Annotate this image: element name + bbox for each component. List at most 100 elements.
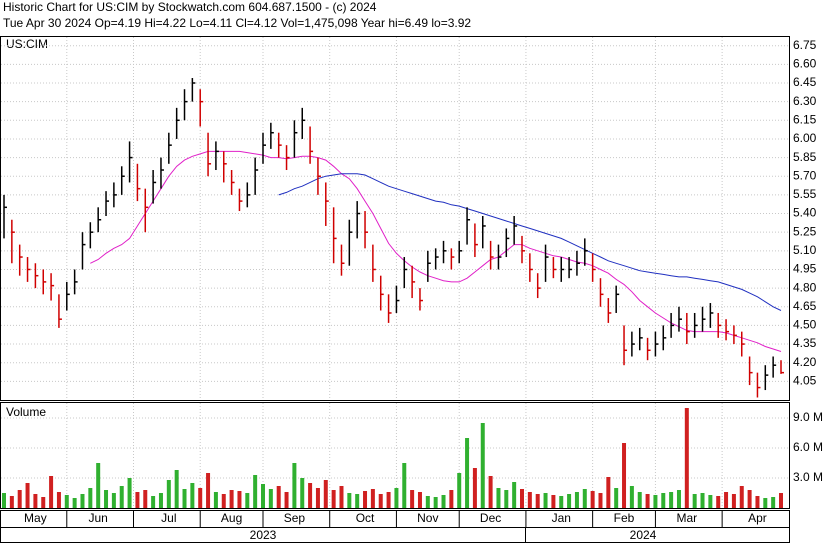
symbol-label: US:CIM xyxy=(6,37,48,51)
volume-bar xyxy=(339,486,344,508)
x-tick-label: May xyxy=(24,511,47,525)
y-tick-label: 4.95 xyxy=(793,262,817,276)
volume-tick-label: 6.0 M xyxy=(793,440,823,454)
volume-bar xyxy=(253,475,258,508)
y-tick-label: 5.25 xyxy=(793,224,817,238)
x-tick-label: Jul xyxy=(161,511,176,525)
volume-bar xyxy=(731,494,736,508)
volume-bar xyxy=(206,473,211,508)
volume-bar xyxy=(182,489,187,508)
volume-bar xyxy=(763,498,768,508)
y-tick-label: 5.40 xyxy=(793,206,817,220)
y-tick-label: 4.20 xyxy=(793,355,817,369)
volume-bar xyxy=(292,463,297,508)
volume-bar xyxy=(143,490,148,508)
volume-bar xyxy=(158,493,163,508)
volume-bar xyxy=(308,483,313,508)
y-tick-label: 6.60 xyxy=(793,57,817,71)
volume-bar xyxy=(692,494,697,508)
volume-bar xyxy=(72,498,77,508)
volume-bar xyxy=(590,491,595,508)
volume-bar xyxy=(135,492,140,508)
volume-bar xyxy=(127,478,132,508)
volume-bar xyxy=(684,408,689,508)
volume-bar xyxy=(363,491,368,508)
volume-bar xyxy=(425,496,430,508)
volume-bar xyxy=(331,490,336,508)
year-label: 2023 xyxy=(250,528,277,542)
y-tick-label: 6.00 xyxy=(793,131,817,145)
volume-bar xyxy=(174,470,179,508)
volume-bar xyxy=(755,496,760,508)
volume-bar xyxy=(535,494,540,508)
y-tick-label: 4.80 xyxy=(793,280,817,294)
volume-tick-label: 9.0 M xyxy=(793,410,823,424)
volume-bar xyxy=(716,496,721,508)
volume-bar xyxy=(119,486,124,508)
volume-bar xyxy=(323,480,328,508)
volume-bar xyxy=(9,496,14,508)
volume-bar xyxy=(386,492,391,508)
chart-title: Historic Chart for US:CIM by Stockwatch.… xyxy=(3,0,377,14)
volume-bar xyxy=(676,490,681,508)
volume-bar xyxy=(80,494,85,508)
volume-bar xyxy=(724,492,729,508)
volume-bar xyxy=(268,489,273,508)
y-tick-label: 6.15 xyxy=(793,112,817,126)
y-tick-label: 4.05 xyxy=(793,374,817,388)
year-label: 2024 xyxy=(630,528,657,542)
volume-bar xyxy=(394,488,399,508)
volume-bar xyxy=(402,463,407,508)
volume-bar xyxy=(598,493,603,508)
volume-bar xyxy=(96,463,101,508)
volume-bar xyxy=(708,495,713,508)
volume-bar xyxy=(520,489,524,508)
volume-bar xyxy=(237,491,242,508)
volume-bar xyxy=(488,476,493,508)
volume-bar xyxy=(347,493,352,508)
x-tick-label: Oct xyxy=(356,511,375,525)
volume-bar xyxy=(315,488,320,508)
volume-bar xyxy=(276,486,281,508)
volume-bar xyxy=(284,492,289,508)
volume-bar xyxy=(300,478,305,508)
y-tick-label: 5.10 xyxy=(793,243,817,257)
volume-bar xyxy=(441,495,446,508)
y-tick-label: 5.85 xyxy=(793,150,817,164)
x-tick-label: Aug xyxy=(221,511,242,525)
moving-average xyxy=(90,150,782,352)
volume-bar xyxy=(747,490,752,508)
volume-bar xyxy=(465,438,470,508)
y-tick-label: 4.65 xyxy=(793,299,817,313)
y-tick-label: 6.45 xyxy=(793,75,817,89)
chart-subtitle: Tue Apr 30 2024 Op=4.19 Hi=4.22 Lo=4.11 … xyxy=(3,16,471,30)
volume-bar xyxy=(653,495,658,508)
volume-bar xyxy=(449,490,454,508)
moving-average xyxy=(278,173,782,311)
x-tick-label: Sep xyxy=(284,511,306,525)
volume-bar xyxy=(25,483,30,508)
volume-bar xyxy=(2,493,6,508)
volume-bar xyxy=(151,496,156,508)
y-tick-label: 6.75 xyxy=(793,38,817,52)
y-tick-label: 5.55 xyxy=(793,187,817,201)
volume-bar xyxy=(614,488,619,508)
volume-bar xyxy=(629,486,634,508)
y-tick-label: 4.50 xyxy=(793,318,817,332)
volume-bar xyxy=(622,443,627,508)
volume-bar xyxy=(559,496,564,508)
volume-bar xyxy=(245,493,250,508)
volume-bar xyxy=(543,493,548,508)
volume-bar xyxy=(17,490,22,508)
volume-bar xyxy=(229,490,234,508)
x-tick-label: Jun xyxy=(89,511,108,525)
volume-bar xyxy=(433,497,438,508)
x-tick-label: Nov xyxy=(417,511,438,525)
volume-bar xyxy=(457,473,462,508)
volume-bar xyxy=(779,493,783,508)
volume-bar xyxy=(512,482,517,508)
volume-bar xyxy=(111,493,116,508)
volume-panel xyxy=(0,402,790,509)
volume-bar xyxy=(606,477,611,508)
